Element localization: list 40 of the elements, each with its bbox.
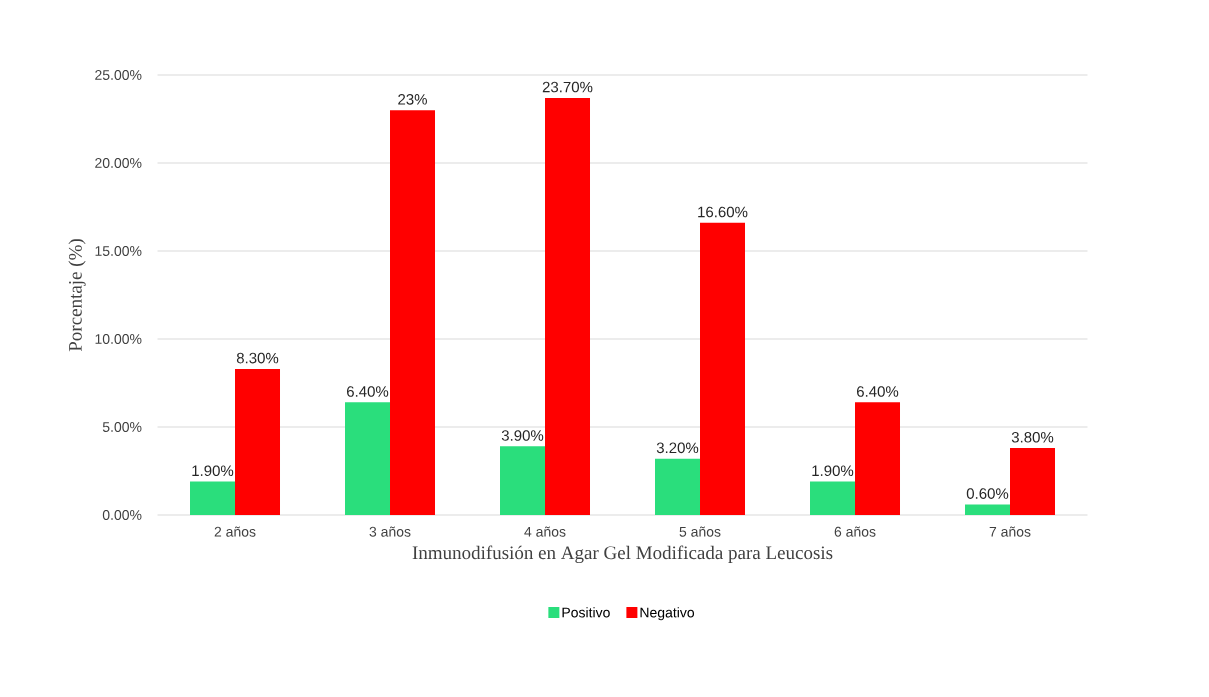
data-label: 6.40%: [347, 386, 389, 397]
data-label: 3.20%: [656, 442, 699, 454]
data-label: 1.90%: [192, 465, 234, 477]
bar: [655, 458, 701, 515]
bar: [700, 222, 746, 515]
bar: [855, 402, 901, 515]
bar: [500, 446, 546, 515]
x-tick-label: 6 años: [834, 526, 876, 537]
y-tick-label: 15.00%: [95, 246, 142, 256]
bar: [345, 402, 391, 515]
legend-label: Positivo: [562, 607, 610, 618]
bar: [1010, 448, 1056, 515]
y-tick-label: 10.00%: [95, 334, 142, 344]
data-label: 0.60%: [966, 488, 1009, 499]
bar: [235, 368, 281, 515]
y-axis-title: Porcentaje (%): [68, 239, 86, 352]
data-label: 3.80%: [1011, 431, 1054, 443]
bar: [545, 97, 591, 515]
bar: [810, 481, 856, 515]
legend-label: Negativo: [640, 607, 695, 621]
data-label: 3.90%: [501, 430, 544, 441]
y-tick-label: 20.00%: [95, 158, 142, 168]
data-label: 8.30%: [236, 352, 279, 364]
data-label: 6.40%: [857, 386, 899, 397]
data-label: 23%: [398, 94, 427, 105]
data-label: 16.60%: [698, 206, 748, 218]
bar: [390, 110, 436, 515]
y-tick-label: 0.00%: [102, 510, 142, 520]
bar: [190, 481, 236, 515]
x-tick-label: 3 años: [369, 526, 411, 537]
x-axis-title: Inmunodifusión en Agar Gel Modificada para Leucosis: [412, 545, 833, 564]
y-tick-label: 5.00%: [102, 422, 142, 432]
y-tick-label: 25.00%: [95, 70, 142, 80]
data-label: 23.70%: [542, 81, 593, 93]
bar: [965, 504, 1010, 515]
data-label: 1.90%: [812, 465, 854, 477]
x-tick-label: 2 años: [214, 526, 256, 537]
x-tick-label: 5 años: [679, 526, 721, 537]
x-tick-label: 4 años: [524, 526, 566, 537]
x-tick-label: 7 años: [989, 526, 1031, 537]
